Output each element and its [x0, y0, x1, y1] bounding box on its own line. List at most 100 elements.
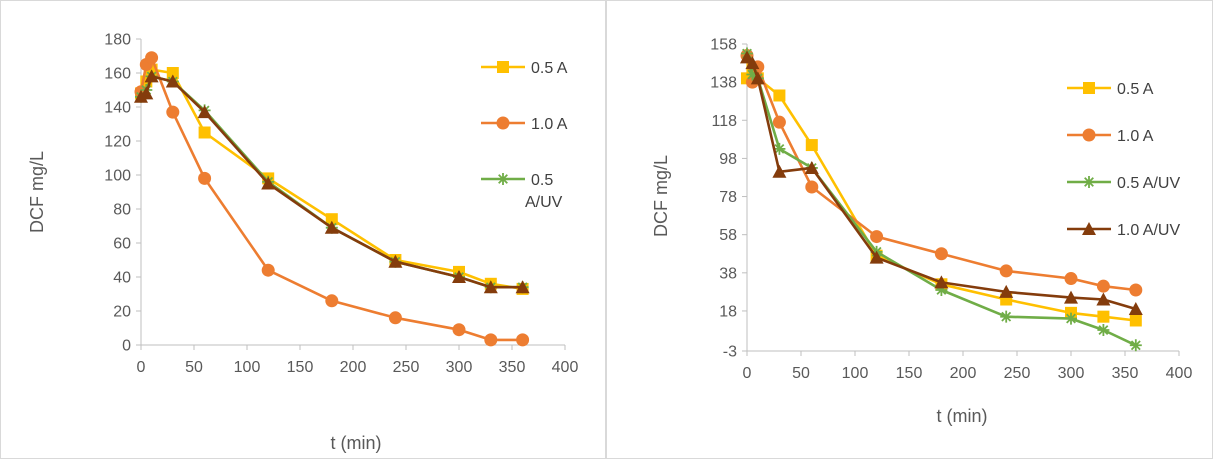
y-axis-title: DCF mg/L	[27, 151, 47, 233]
series-3	[135, 70, 529, 293]
legend-marker	[497, 61, 509, 73]
legend-label: 1.0 A/UV	[1117, 222, 1180, 239]
legend-label: 0.5 A/UV	[1117, 175, 1180, 192]
data-point	[935, 247, 948, 260]
x-tick-label: 400	[1166, 365, 1193, 382]
y-tick-label: 0	[122, 338, 131, 355]
x-tick-label: 250	[1004, 365, 1031, 382]
data-point	[806, 139, 818, 151]
x-tick-label: 300	[1058, 365, 1085, 382]
data-point	[1000, 264, 1013, 277]
legend-marker	[1083, 176, 1095, 188]
data-point	[1000, 311, 1012, 323]
data-point	[1097, 324, 1109, 336]
data-point	[1065, 272, 1078, 285]
data-point	[166, 106, 179, 119]
legend-entry: 1.0 A	[481, 116, 568, 133]
legend-entry: 1.0 A/UV	[1067, 222, 1180, 239]
series-2	[741, 49, 1143, 297]
legend-marker	[497, 117, 510, 130]
legend-label: 0.5 A	[531, 60, 568, 77]
y-tick-label: 80	[113, 202, 131, 219]
data-point	[1130, 314, 1142, 326]
y-tick-label: 158	[710, 37, 737, 54]
x-tick-label: 50	[185, 359, 203, 376]
x-tick-label: 0	[743, 365, 752, 382]
legend-label: 1.0 A	[1117, 128, 1154, 145]
data-point	[1130, 339, 1142, 351]
x-tick-label: 150	[896, 365, 923, 382]
x-tick-label: 200	[950, 365, 977, 382]
data-point	[453, 323, 466, 336]
chart-panel-left: 0 20 40 60 80 100 120 140 160 180 0 50 100 150 200 250 3…	[0, 0, 606, 459]
legend-entry: 0.5 A/UV	[481, 172, 563, 211]
data-point	[870, 230, 883, 243]
y-tick-label: 118	[711, 113, 737, 130]
legend-label: 0.5 A/UV	[525, 172, 563, 211]
y-tick-label: 40	[113, 270, 131, 287]
series-3	[741, 48, 1142, 352]
legend-marker	[497, 173, 509, 185]
legend-entry: 0.5 A	[1067, 81, 1154, 98]
data-point	[199, 127, 211, 139]
legend-marker	[1083, 129, 1096, 142]
legend-marker	[1083, 82, 1095, 94]
y-tick-label: 98	[719, 151, 737, 168]
data-point	[198, 172, 211, 185]
x-tick-label: 50	[792, 365, 810, 382]
y-tick-label: 58	[719, 227, 737, 244]
data-point	[389, 311, 402, 324]
legend-entry: 1.0 A	[1067, 128, 1154, 145]
data-point	[484, 333, 497, 346]
y-tick-label: 78	[719, 189, 737, 206]
x-tick-label: 250	[393, 359, 420, 376]
y-tick-label: 138	[710, 75, 737, 92]
y-axis-title: DCF mg/L	[651, 155, 671, 237]
y-tick-label: 100	[104, 168, 131, 185]
x-axis-title: t (min)	[937, 406, 988, 426]
data-point	[1097, 311, 1109, 323]
data-point	[773, 116, 786, 129]
legend-label: 0.5 A	[1117, 81, 1154, 98]
data-point	[1097, 280, 1110, 293]
data-point	[773, 89, 785, 101]
y-tick-label: 180	[104, 32, 131, 49]
y-tick-label: 120	[104, 134, 131, 151]
chart-left: 0 20 40 60 80 100 120 140 160 180 0 50 100 150 200 250 3…	[1, 1, 605, 458]
x-tick-label: 350	[1112, 365, 1139, 382]
y-tick-label: -3	[723, 344, 737, 361]
data-point	[516, 333, 529, 346]
series-1	[135, 64, 529, 295]
data-point	[1129, 283, 1142, 296]
legend-label: 1.0 A	[531, 116, 568, 133]
x-tick-label: 300	[446, 359, 473, 376]
data-point	[145, 51, 158, 64]
x-tick-label: 0	[137, 359, 146, 376]
legend-entry: 0.5 A/UV	[1067, 175, 1180, 192]
series-line	[747, 54, 1136, 346]
data-point	[262, 264, 275, 277]
y-tick-label: 38	[719, 265, 737, 282]
data-point	[325, 294, 338, 307]
x-tick-label: 100	[234, 359, 261, 376]
y-tick-label: 140	[104, 100, 131, 117]
y-tick-label: 18	[719, 303, 737, 320]
x-tick-label: 350	[499, 359, 526, 376]
data-point	[1065, 313, 1077, 325]
x-tick-label: 400	[552, 359, 579, 376]
y-tick-label: 60	[113, 236, 131, 253]
series-line	[141, 76, 523, 287]
y-tick-label: 20	[113, 304, 131, 321]
y-tick-label: 160	[104, 66, 131, 83]
chart-right: -3 18 38 58 78 98 118 138 158 0 50 100 150 200 250 300 3…	[607, 1, 1212, 458]
x-tick-label: 200	[340, 359, 367, 376]
x-tick-label: 100	[842, 365, 869, 382]
series-2	[135, 51, 530, 346]
series-4	[134, 69, 530, 293]
data-point	[805, 181, 818, 194]
x-axis-title: t (min)	[331, 433, 382, 453]
chart-panel-right: -3 18 38 58 78 98 118 138 158 0 50 100 150 200 250 300 3…	[606, 0, 1213, 459]
series-line	[141, 76, 523, 287]
x-tick-label: 150	[287, 359, 314, 376]
legend-entry: 0.5 A	[481, 60, 568, 77]
